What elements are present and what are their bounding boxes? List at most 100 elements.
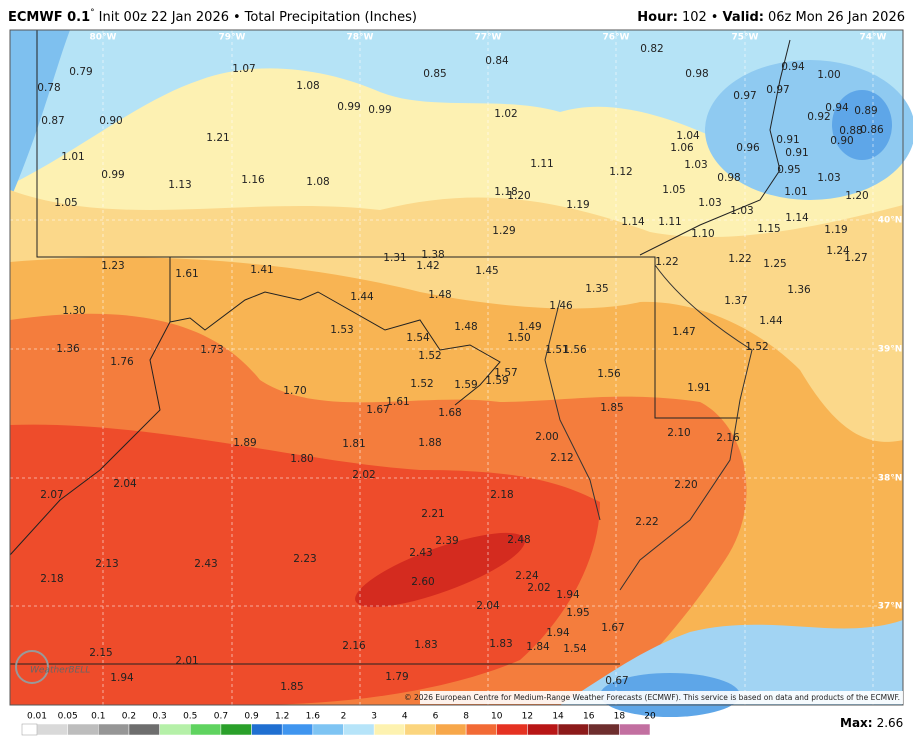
legend-swatch	[588, 723, 620, 736]
precip-label: 1.51	[545, 344, 568, 356]
precip-label: 2.24	[515, 570, 539, 582]
precip-label: 1.61	[175, 268, 198, 280]
precip-label: 1.38	[421, 249, 444, 261]
latitude-label: 40°N	[878, 216, 903, 226]
legend-swatch	[281, 723, 314, 736]
precip-label: 2.13	[95, 558, 118, 570]
precip-label: 1.01	[784, 186, 807, 198]
title-right: Hour: 102 • Valid: 06z Mon 26 Jan 2026	[637, 10, 905, 25]
borders	[9, 30, 791, 665]
legend-swatch	[21, 723, 38, 736]
legend-swatch	[36, 723, 68, 736]
max: Max: 2.66	[840, 716, 903, 730]
latitude-label: 38°N	[878, 474, 903, 484]
legend-tick-label: 6	[433, 712, 439, 722]
precip-label: 1.30	[62, 305, 85, 317]
legend-swatch	[190, 723, 222, 736]
hour: 102	[682, 10, 707, 25]
legend-swatch	[404, 723, 436, 736]
precip-label: 1.48	[454, 321, 477, 333]
model: ECMWF 0.1	[8, 10, 90, 25]
precip-label: 1.22	[655, 256, 678, 268]
legend-tick-label: 0.5	[183, 712, 197, 722]
legend-swatch	[251, 723, 283, 736]
precip-label: 1.29	[492, 225, 515, 237]
longitude-label: 75°W	[732, 33, 759, 43]
precip-label: 1.44	[759, 315, 783, 327]
precip-label: 1.94	[556, 589, 580, 601]
precip-label: 2.04	[113, 478, 137, 490]
legend-swatch	[557, 723, 589, 736]
precip-label: 2.01	[175, 655, 198, 667]
legend-tick-label: 8	[463, 712, 469, 722]
precip-label: 1.03	[730, 205, 753, 217]
precip-label: 1.46	[549, 300, 573, 312]
precip-label: 1.00	[817, 69, 840, 81]
legend-swatch	[159, 723, 191, 736]
precip-label: 1.52	[418, 350, 441, 362]
legend-tick-label: 0.2	[122, 712, 136, 722]
precip-label: 1.80	[290, 453, 313, 465]
precip-label: 1.54	[406, 332, 430, 344]
precip-label: 1.14	[621, 216, 645, 228]
precip-label: 0.82	[640, 43, 663, 55]
title-left: ECMWF 0.1° Init 00z 22 Jan 2026 • Total Pre…	[8, 8, 417, 25]
state-border	[9, 321, 171, 556]
precip-label: 1.52	[745, 341, 768, 353]
precip-label: 1.70	[283, 385, 306, 397]
precip-label: 1.07	[232, 63, 255, 75]
precip-label: 2.22	[635, 516, 658, 528]
precip-label: 2.12	[550, 452, 573, 464]
precip-label: 1.13	[168, 179, 191, 191]
degree: °	[90, 8, 95, 18]
precip-label: 0.90	[830, 135, 853, 147]
precip-label: 1.03	[684, 159, 707, 171]
precip-label: 1.10	[691, 228, 714, 240]
precip-label: 1.05	[662, 184, 685, 196]
legend-tick-label: 1.6	[306, 712, 321, 722]
precip-label: 1.52	[410, 378, 433, 390]
legend-tick-label: 3	[371, 712, 377, 722]
legend-swatch	[465, 723, 498, 736]
precip-label: 0.67	[605, 675, 628, 687]
precip-label: 2.39	[435, 535, 458, 547]
legend-tick-label: 0.1	[91, 712, 105, 722]
precip-label: 2.07	[40, 489, 63, 501]
legend-swatch	[619, 723, 651, 736]
precip-label: 0.99	[101, 169, 124, 181]
precip-label: 1.76	[110, 356, 134, 368]
legend-tick-label: 14	[552, 712, 564, 722]
precip-label: 1.41	[250, 264, 273, 276]
latitude-label: 39°N	[878, 345, 903, 355]
precip-label: 0.94	[825, 102, 849, 114]
precip-label: 1.37	[724, 295, 747, 307]
precip-label: 1.81	[342, 438, 365, 450]
precip-label: 1.19	[566, 199, 589, 211]
precip-label: 2.43	[409, 547, 432, 559]
precip-label: 1.20	[845, 190, 868, 202]
precip-label: 2.04	[476, 600, 500, 612]
legend-swatch	[527, 723, 559, 736]
state-border	[639, 39, 791, 256]
precip-label: 0.98	[685, 68, 708, 80]
precip-label: 1.02	[494, 108, 517, 120]
precip-label: 1.85	[280, 681, 303, 693]
max-value: 2.66	[877, 716, 904, 730]
field-red	[10, 424, 600, 705]
precip-label: 2.18	[490, 489, 513, 501]
field-darkblue-ne	[832, 90, 892, 160]
precip-label: 0.98	[717, 172, 740, 184]
precip-label: 2.23	[293, 553, 316, 565]
precip-label: 2.10	[667, 427, 690, 439]
precip-label: 1.21	[206, 132, 229, 144]
precip-label: 1.54	[563, 643, 587, 655]
coastline	[544, 299, 601, 521]
precip-label: 1.53	[330, 324, 353, 336]
legend-tick-label: 1.2	[275, 712, 289, 722]
precip-label: 1.11	[658, 216, 681, 228]
watermark-logo	[15, 650, 49, 684]
legend: 0.01 0.05 0.1 0.2 0.3 0.5 0.7 0.9 1.2 1.6 2 3 4 6 8 10 1…	[21, 712, 656, 736]
precip-label: 1.57	[494, 367, 517, 379]
separator: •	[711, 10, 719, 25]
